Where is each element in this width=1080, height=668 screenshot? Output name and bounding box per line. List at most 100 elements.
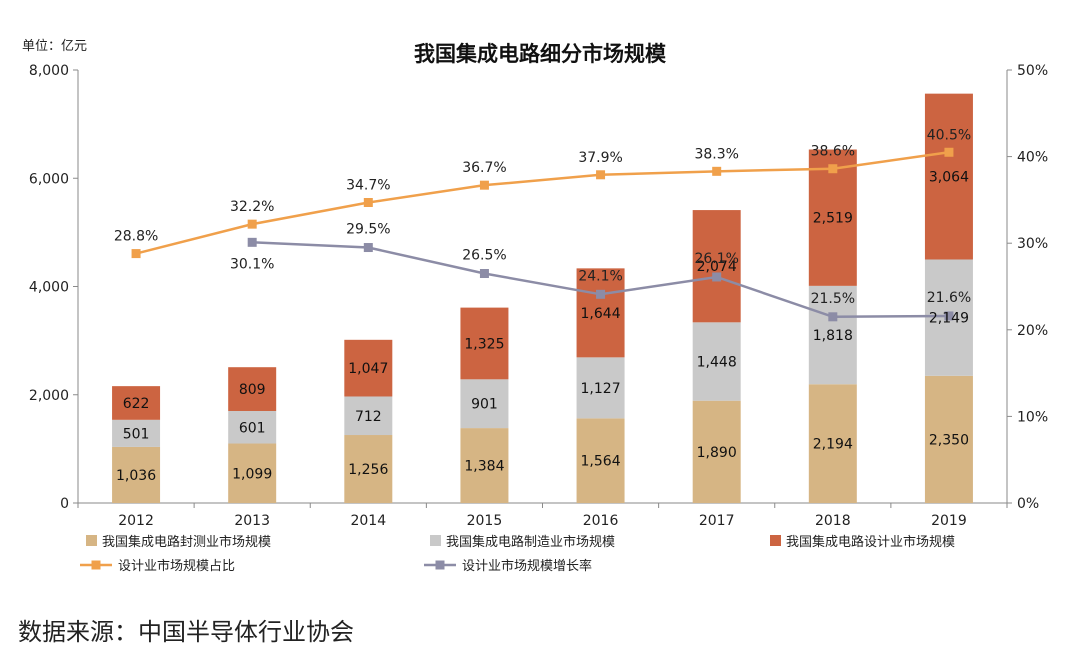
legend: 我国集成电路封测业市场规模 我国集成电路制造业市场规模 我国集成电路设计业市场规模设… xyxy=(80,534,955,574)
right-tick-label: 50% xyxy=(1017,63,1048,79)
bar-value-label: 501 xyxy=(123,426,150,442)
x-tick-label: 2016 xyxy=(583,513,619,529)
share-label: 38.6% xyxy=(811,144,855,160)
left-tick-label: 2,000 xyxy=(29,388,69,404)
bar-segment xyxy=(692,210,741,323)
left-tick-label: 0 xyxy=(60,496,69,512)
share-label: 37.9% xyxy=(578,150,622,166)
bar-segment xyxy=(576,268,625,358)
share-point xyxy=(363,197,373,207)
bar-segment xyxy=(808,384,857,503)
bar-segment xyxy=(692,400,741,503)
bars-group xyxy=(112,93,973,503)
share-point xyxy=(247,219,257,229)
chart-title: 我国集成电路细分市场规模 xyxy=(414,41,667,66)
bar-segment xyxy=(228,367,277,411)
lines-group xyxy=(131,147,954,322)
legend-label: 我国集成电路制造业市场规模 xyxy=(446,534,615,550)
legend-label: 设计业市场规模占比 xyxy=(118,558,235,574)
x-tick-label: 2019 xyxy=(931,513,967,529)
legend-swatch xyxy=(86,535,97,546)
bar-segment xyxy=(460,307,509,380)
growth-label: 24.1% xyxy=(578,268,622,284)
bar-segment xyxy=(576,418,625,503)
growth-point xyxy=(363,243,373,253)
growth-label: 21.5% xyxy=(811,291,855,307)
bar-value-label: 1,448 xyxy=(697,355,737,371)
left-tick-label: 4,000 xyxy=(29,280,69,296)
legend-swatch xyxy=(430,535,441,546)
bar-value-label: 2,074 xyxy=(697,259,737,275)
bar-segment xyxy=(344,339,393,397)
share-point xyxy=(596,170,606,180)
growth-label: 26.1% xyxy=(694,251,738,267)
bar-value-label: 2,350 xyxy=(929,432,969,448)
bar-value-label: 1,818 xyxy=(813,328,853,344)
bar-value-label: 1,099 xyxy=(232,466,272,482)
right-tick-label: 10% xyxy=(1017,409,1048,425)
bar-segment xyxy=(228,443,277,503)
bar-value-label: 622 xyxy=(123,396,150,412)
growth-point xyxy=(828,312,838,322)
labels-group: 1,036 1,099 1,256 1,384 1,564 1,890 2,194 2,350… xyxy=(114,127,971,484)
bar-value-label: 809 xyxy=(239,382,266,398)
growth-point xyxy=(247,237,257,247)
share-label: 28.8% xyxy=(114,229,158,245)
bar-value-label: 901 xyxy=(471,397,498,413)
share-point xyxy=(131,249,141,259)
bar-segment xyxy=(924,93,973,260)
legend-marker xyxy=(91,560,101,570)
bar-value-label: 1,890 xyxy=(697,445,737,461)
bar-value-label: 601 xyxy=(239,420,266,436)
right-tick-label: 20% xyxy=(1017,323,1048,339)
left-tick-label: 8,000 xyxy=(29,63,69,79)
bar-segment xyxy=(576,357,625,419)
bar-value-label: 1,384 xyxy=(464,459,504,475)
bar-value-label: 1,127 xyxy=(581,381,621,397)
bar-segment xyxy=(112,446,161,503)
bar-value-label: 1,256 xyxy=(348,462,388,478)
right-tick-label: 0% xyxy=(1017,496,1039,512)
chart: 我国集成电路细分市场规模 单位：亿元 0 2,000 4,000 6,000 8,000… xyxy=(22,39,1049,574)
bar-value-label: 2,194 xyxy=(813,437,853,453)
legend-label: 设计业市场规模增长率 xyxy=(462,558,592,574)
x-tick-label: 2013 xyxy=(234,513,270,529)
bar-segment xyxy=(460,428,509,503)
x-tick-label: 2012 xyxy=(118,513,154,529)
left-tick-label: 6,000 xyxy=(29,171,69,187)
x-tick-label: 2018 xyxy=(815,513,851,529)
growth-label: 29.5% xyxy=(346,222,390,238)
share-point xyxy=(828,164,838,174)
bar-value-label: 2,519 xyxy=(813,211,853,227)
right-tick-label: 40% xyxy=(1017,150,1048,166)
axes-group: 0 2,000 4,000 6,000 8,000 0% 10% 20% 30% 40% 50% 20… xyxy=(29,63,1048,529)
bar-value-label: 2,149 xyxy=(929,311,969,327)
share-line xyxy=(135,151,950,255)
bar-segment xyxy=(228,410,277,444)
share-point xyxy=(712,166,722,176)
bar-value-label: 1,644 xyxy=(581,306,621,322)
growth-label: 26.5% xyxy=(462,248,506,264)
share-label: 38.3% xyxy=(694,146,738,162)
x-tick-label: 2014 xyxy=(350,513,386,529)
share-label: 36.7% xyxy=(462,160,506,176)
unit-label: 单位：亿元 xyxy=(22,39,87,54)
legend-swatch xyxy=(770,535,781,546)
legend-marker xyxy=(435,560,445,570)
bar-value-label: 712 xyxy=(355,409,382,425)
growth-label: 30.1% xyxy=(230,256,274,272)
share-label: 34.7% xyxy=(346,177,390,193)
source-note: 数据来源：中国半导体行业协会 xyxy=(18,618,354,646)
bar-segment xyxy=(924,375,973,503)
growth-label: 21.6% xyxy=(927,290,971,306)
bar-value-label: 1,325 xyxy=(464,336,504,352)
bar-segment xyxy=(808,285,857,385)
bar-segment xyxy=(112,419,161,447)
growth-point xyxy=(596,289,606,299)
growth-point xyxy=(944,311,954,321)
bar-segment xyxy=(112,386,161,420)
right-tick-label: 30% xyxy=(1017,236,1048,252)
bar-segment xyxy=(692,322,741,401)
x-tick-label: 2015 xyxy=(467,513,503,529)
share-label: 40.5% xyxy=(927,127,971,143)
